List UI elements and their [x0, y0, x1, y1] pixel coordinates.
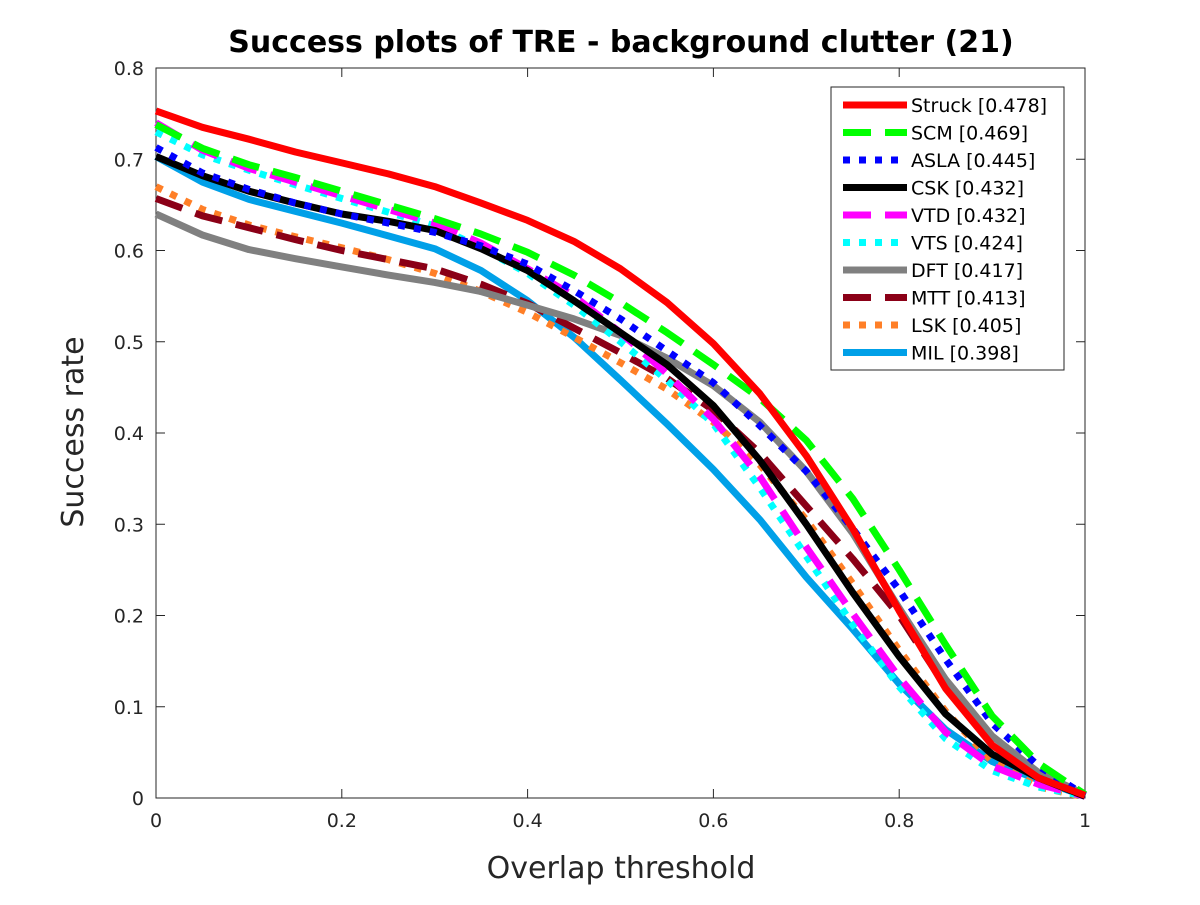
- legend-label-mil: MIL [0.398]: [911, 343, 1019, 365]
- y-axis-label: Success rate: [56, 336, 91, 527]
- legend-label-mtt: MTT [0.413]: [911, 288, 1026, 310]
- x-axis-ticks: 0 0.2 0.4 0.6 0.8 1: [150, 68, 1091, 832]
- y-tick-label: 0.1: [114, 697, 144, 719]
- legend-label-vtd: VTD [0.432]: [911, 205, 1026, 227]
- legend: Struck [0.478] SCM [0.469] ASLA [0.445] CSK…: [830, 86, 1065, 371]
- x-tick-label: 0: [150, 810, 162, 832]
- x-tick-label: 0.2: [327, 810, 357, 832]
- y-axis-ticks: 0 0.1 0.2 0.3 0.4 0.5 0.6 0.7 0.8: [114, 58, 1085, 810]
- y-tick-label: 0.6: [114, 241, 144, 263]
- y-tick-label: 0: [132, 788, 144, 810]
- chart-title: Success plots of TRE - background clutte…: [228, 25, 1013, 60]
- series-line-asla: [154, 144, 1087, 799]
- series-line-mil: [154, 153, 1087, 800]
- y-tick-label: 0.5: [114, 332, 144, 354]
- y-tick-label: 0.4: [114, 423, 144, 445]
- x-tick-label: 0.4: [512, 810, 542, 832]
- y-tick-label: 0.7: [114, 149, 144, 171]
- legend-label-lsk: LSK [0.405]: [911, 315, 1021, 337]
- legend-label-scm: SCM [0.469]: [911, 123, 1028, 145]
- x-axis-label: Overlap threshold: [487, 851, 756, 886]
- y-tick-label: 0.3: [114, 514, 144, 536]
- legend-label-struck: Struck [0.478]: [911, 95, 1047, 117]
- x-tick-label: 0.6: [698, 810, 728, 832]
- series-line-scm: [154, 121, 1087, 798]
- y-tick-label: 0.8: [114, 58, 144, 80]
- legend-label-vts: VTS [0.424]: [911, 233, 1023, 255]
- legend-label-asla: ASLA [0.445]: [911, 150, 1035, 172]
- legend-label-csk: CSK [0.432]: [911, 178, 1024, 200]
- series-line-lsk: [154, 183, 1086, 801]
- series-line-struck: [154, 107, 1087, 799]
- legend-label-dft: DFT [0.417]: [911, 260, 1023, 282]
- x-tick-label: 0.8: [884, 810, 914, 832]
- x-tick-label: 1: [1079, 810, 1091, 832]
- y-tick-label: 0.2: [114, 606, 144, 628]
- plot-series: [154, 107, 1087, 801]
